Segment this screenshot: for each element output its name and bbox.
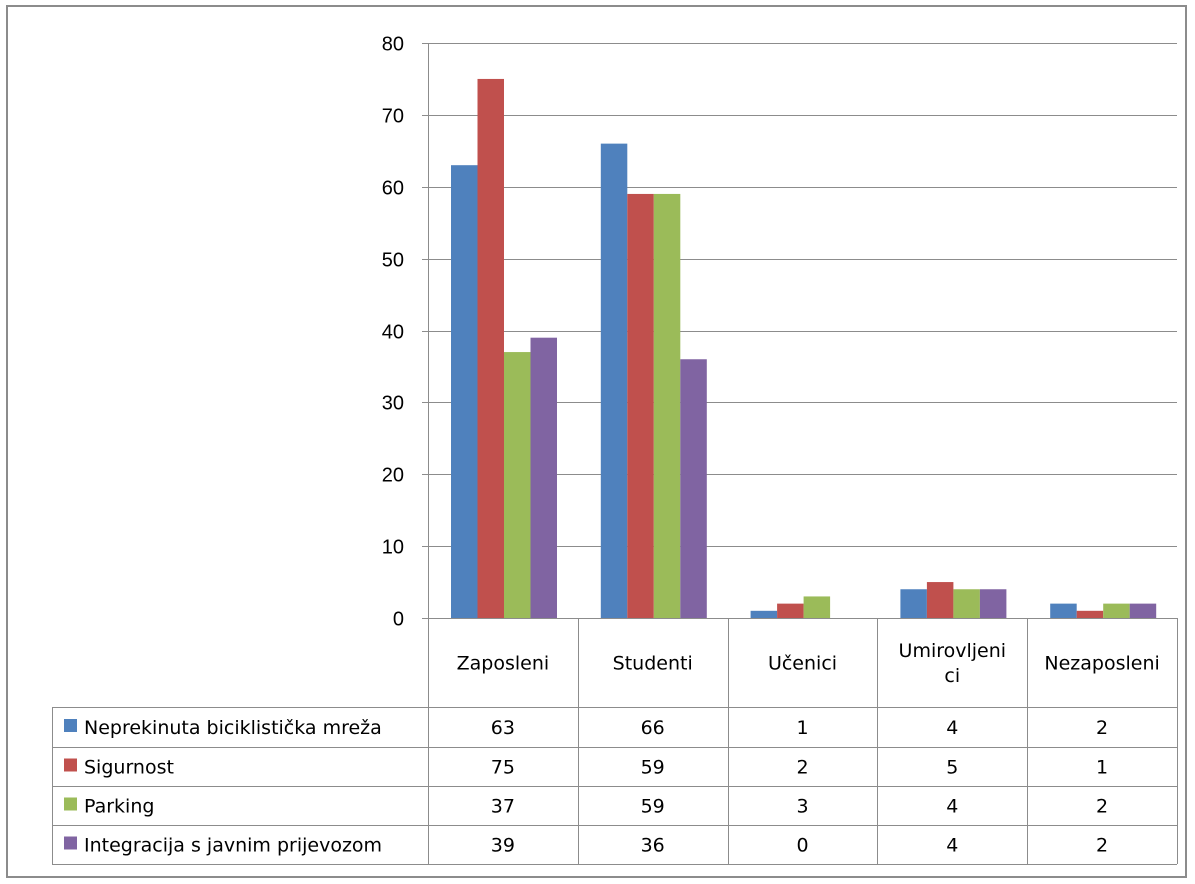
category-label: ci [944,665,960,687]
legend-swatch [64,797,77,811]
category-label: Zaposleni [457,653,550,675]
bar [451,165,478,618]
table-cell-value: 4 [946,835,958,857]
y-tick-label: 0 [393,609,404,631]
table-cell-value: 75 [491,757,515,779]
category-label: Umirovljeni [899,640,1007,662]
bar [680,359,707,618]
legend-swatch [64,836,77,850]
y-tick-label: 10 [382,537,404,559]
table-cell-value: 59 [641,796,665,818]
bar [750,610,778,618]
bar [1103,603,1130,618]
category-label: Učenici [768,653,837,675]
table-cell-value: 2 [1096,796,1108,818]
chart-frame [6,5,1187,878]
category-label: Studenti [613,653,693,675]
legend-label: Parking [84,796,154,818]
legend-label: Neprekinuta biciklistička mreža [84,717,382,739]
bar [653,193,681,618]
table-cell-value: 4 [946,717,958,739]
y-tick-label: 80 [382,34,404,56]
bar [1076,610,1104,618]
bar [627,193,654,618]
category-label: Nezaposleni [1044,653,1159,675]
table-cell-value: 5 [946,757,958,779]
table-cell-value: 2 [1096,835,1108,857]
table-cell-value: 63 [491,717,515,739]
y-tick-label: 70 [382,106,404,128]
table-cell-value: 4 [946,796,958,818]
bar [979,589,1007,618]
bar [803,596,831,618]
y-tick-label: 30 [382,393,404,415]
y-tick-label: 50 [382,250,404,272]
y-tick-label: 20 [382,465,404,487]
table-cell-value: 66 [641,717,665,739]
legend-swatch [64,719,77,732]
table-cell-value: 1 [796,717,808,739]
bar [777,603,804,618]
bar [504,352,531,618]
table-cell-value: 1 [1096,757,1108,779]
bar [953,589,980,618]
bar [477,78,504,618]
bar [900,589,927,618]
legend-swatch [64,758,77,772]
legend-label: Sigurnost [84,757,174,779]
bar [600,143,628,618]
y-tick-label: 60 [382,178,404,200]
table-cell-value: 3 [796,796,808,818]
legend-label: Integracija s javnim prijevozom [84,835,382,857]
bar [530,337,557,618]
table-cell-value: 0 [796,835,808,857]
bar [1050,603,1077,618]
table-cell-value: 2 [796,757,808,779]
table-cell-value: 36 [641,835,665,857]
bar [1129,603,1157,618]
table-cell-value: 37 [491,796,515,818]
table-cell-value: 39 [491,835,515,857]
y-tick-label: 40 [382,322,404,344]
table-cell-value: 59 [641,757,665,779]
table-cell-value: 2 [1096,717,1108,739]
bar [926,582,954,618]
